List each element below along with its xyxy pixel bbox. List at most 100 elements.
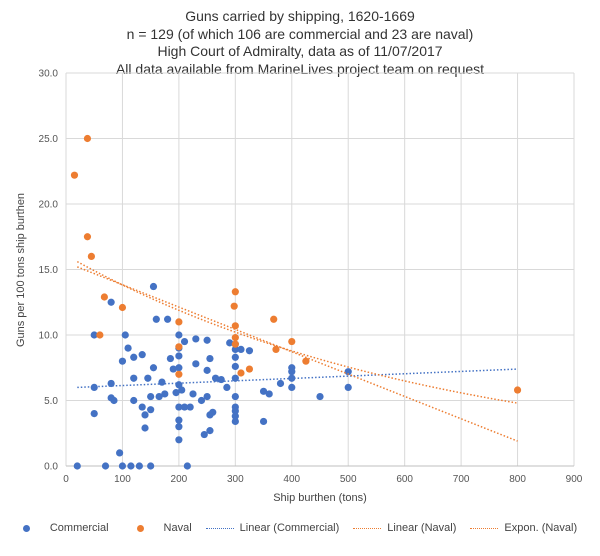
naval-point bbox=[175, 370, 183, 378]
commercial-point bbox=[209, 408, 217, 416]
y-tick-label: 10.0 bbox=[39, 331, 59, 342]
commercial-point bbox=[203, 366, 211, 374]
y-tick-label: 5.0 bbox=[44, 396, 58, 407]
commercial-point bbox=[206, 427, 214, 435]
naval-point bbox=[87, 252, 95, 260]
naval-point bbox=[83, 134, 92, 143]
commercial-point bbox=[166, 354, 175, 363]
y-axis-label: Guns per 100 tons ship burthen bbox=[15, 193, 27, 347]
x-axis-label: Ship burthen (tons) bbox=[273, 492, 367, 504]
commercial-point bbox=[141, 424, 149, 432]
commercial-point bbox=[172, 389, 180, 397]
commercial-point bbox=[231, 362, 239, 371]
commercial-point bbox=[90, 410, 98, 418]
commercial-point bbox=[231, 345, 239, 354]
commercial-point bbox=[192, 335, 200, 343]
y-tick-label: 25.0 bbox=[39, 134, 59, 145]
y-tick-label: 30.0 bbox=[39, 69, 59, 80]
naval-point bbox=[272, 345, 280, 354]
commercial-point bbox=[259, 417, 268, 426]
naval-point bbox=[231, 334, 239, 342]
x-tick-label: 600 bbox=[396, 474, 413, 485]
commercial-point bbox=[121, 331, 129, 339]
naval-point bbox=[513, 386, 522, 394]
naval-point bbox=[175, 318, 183, 326]
commercial-point bbox=[130, 396, 138, 405]
commercial-point bbox=[175, 352, 183, 360]
legend-naval: Naval bbox=[123, 522, 192, 534]
commercial-point bbox=[231, 392, 239, 401]
commercial-point bbox=[155, 392, 163, 401]
x-tick-label: 800 bbox=[509, 474, 526, 485]
commercial-point bbox=[101, 462, 110, 470]
commercial-point bbox=[147, 462, 155, 470]
dotted-line-icon bbox=[470, 527, 499, 529]
x-tick-label: 200 bbox=[171, 474, 188, 485]
commercial-point bbox=[130, 353, 138, 361]
legend-expon-naval: Expon. (Naval) bbox=[470, 522, 577, 534]
naval-point bbox=[245, 365, 254, 373]
naval-point bbox=[231, 340, 239, 348]
trendline-linear-commercial bbox=[77, 368, 518, 389]
legend-linear-commercial: Linear (Commercial) bbox=[205, 522, 340, 534]
commercial-point bbox=[288, 368, 296, 376]
legend-label: Linear (Naval) bbox=[387, 522, 457, 534]
commercial-point bbox=[316, 392, 324, 401]
commercial-point bbox=[152, 315, 160, 323]
commercial-point bbox=[90, 383, 98, 391]
naval-point bbox=[302, 357, 310, 365]
commercial-point bbox=[147, 406, 155, 414]
commercial-point bbox=[189, 390, 197, 398]
plot-area: Guns per 100 tons ship burthen Ship burt… bbox=[15, 69, 583, 505]
y-tick-label: 15.0 bbox=[39, 265, 59, 276]
commercial-point bbox=[118, 357, 127, 365]
commercial-point bbox=[73, 462, 81, 470]
commercial-point bbox=[110, 396, 118, 405]
dotted-line-icon bbox=[353, 527, 382, 529]
legend-label: Commercial bbox=[49, 522, 109, 534]
legend-label: Naval bbox=[163, 522, 192, 534]
y-tick-label: 20.0 bbox=[39, 200, 59, 211]
commercial-point bbox=[116, 449, 124, 457]
commercial-point bbox=[203, 336, 211, 344]
commercial-point bbox=[288, 383, 296, 391]
legend-label: Expon. (Naval) bbox=[504, 522, 578, 534]
commercial-point bbox=[180, 403, 189, 411]
naval-point bbox=[83, 233, 92, 241]
naval-point bbox=[118, 303, 127, 312]
commercial-point bbox=[149, 282, 158, 291]
trendline-expon-naval bbox=[76, 260, 518, 404]
commercial-point bbox=[178, 386, 186, 394]
commercial-point bbox=[259, 387, 268, 395]
commercial-point bbox=[175, 331, 183, 339]
commercial-point bbox=[192, 360, 200, 368]
legend-commercial: Commercial bbox=[22, 522, 109, 534]
commercial-point bbox=[149, 364, 158, 372]
naval-point bbox=[237, 369, 245, 377]
commercial-point bbox=[226, 339, 234, 347]
naval-point bbox=[231, 322, 239, 330]
commercial-point bbox=[118, 462, 127, 470]
commercial-point bbox=[169, 365, 177, 373]
commercial-point bbox=[161, 390, 169, 398]
commercial-point bbox=[344, 368, 352, 376]
commercial-point bbox=[180, 337, 189, 346]
commercial-point bbox=[130, 374, 138, 382]
commercial-point bbox=[175, 416, 183, 424]
naval-point bbox=[96, 331, 104, 339]
commercial-point bbox=[127, 462, 135, 470]
y-tick-label: 0.0 bbox=[44, 462, 58, 473]
x-tick-label: 0 bbox=[63, 474, 69, 485]
subtitle-line: High Court of Admiralty, data as of 11/0… bbox=[157, 43, 443, 59]
naval-point bbox=[100, 293, 108, 301]
naval-point bbox=[288, 337, 296, 346]
commercial-point bbox=[203, 392, 211, 401]
commercial-point bbox=[237, 345, 245, 354]
naval-point bbox=[175, 343, 183, 351]
commercial-point bbox=[138, 351, 146, 359]
legend-linear-naval: Linear (Naval) bbox=[353, 522, 456, 534]
subtitle-line: n = 129 (of which 106 are commercial and… bbox=[126, 25, 474, 42]
legend: Commercial Naval Linear (Commercial) Lin… bbox=[0, 522, 600, 534]
legend-label: Linear (Commercial) bbox=[239, 522, 340, 534]
commercial-point bbox=[138, 403, 146, 411]
